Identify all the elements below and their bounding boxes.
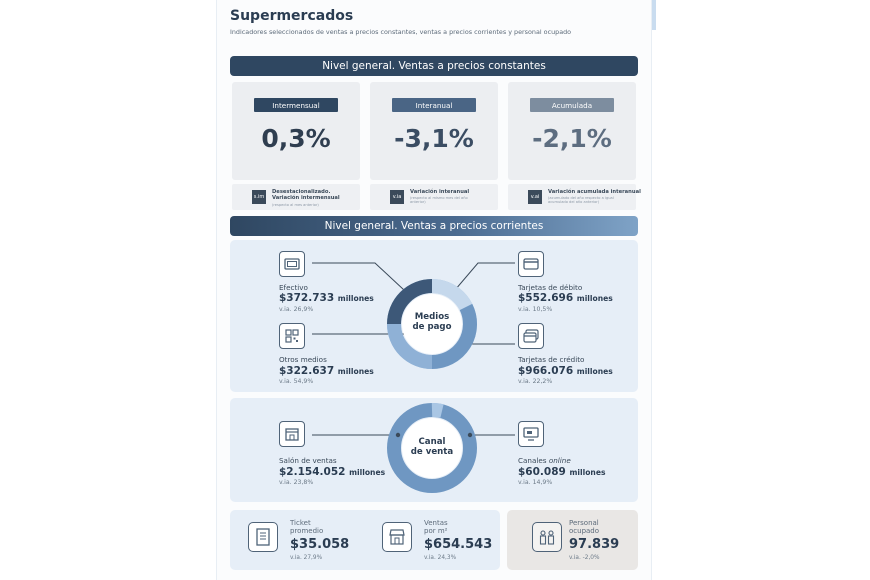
note-line1: Variación interanual — [410, 189, 470, 195]
page-title: Supermercados — [230, 8, 354, 24]
kpi-badge: Intermensual — [254, 98, 338, 112]
staff-people-icon — [532, 522, 562, 552]
ventas-m2-value: $654.543 — [424, 537, 493, 552]
store-icon — [279, 421, 305, 447]
note-line1: Variación acumulada interanual — [548, 189, 641, 195]
kpi-value: -3,1% — [394, 124, 474, 153]
canal-donut — [387, 402, 477, 493]
page-accent — [652, 0, 656, 30]
kpi-card-intermensual: Intermensual 0,3% — [232, 82, 360, 180]
receipt-icon — [248, 522, 278, 552]
cash-icon — [279, 251, 305, 277]
connector-lines — [312, 262, 515, 436]
note-small: (respecto al mes anterior) — [272, 203, 319, 207]
ticket-value: $35.058 — [290, 537, 350, 552]
salon-ventas-amount: $2.154.052 millones — [279, 466, 386, 478]
tarjetas-debito-via: v.ia. 10,5% — [518, 306, 553, 313]
kpi-note-intermensual: s.im Desestacionalizado. Variación inter… — [232, 184, 360, 210]
online-screen-icon — [518, 421, 544, 447]
page-subtitle: Indicadores seleccionados de ventas a pr… — [230, 28, 572, 36]
ventas-m2-label: Ventas por m² — [424, 519, 448, 536]
salon-ventas-via: v.ia. 23,8% — [279, 479, 314, 486]
canales-online-label: Canales online — [518, 456, 571, 465]
kpi-note-interanual: v.ia Variación interanual (respecto al m… — [370, 184, 498, 210]
otros-medios-label: Otros medios — [279, 355, 327, 364]
efectivo-label: Efectivo — [279, 283, 308, 292]
qr-code-icon — [279, 323, 305, 349]
ventas-m2-via: v.ia. 24,3% — [424, 555, 457, 561]
note-line1: Desestacionalizado. — [272, 189, 331, 195]
personal-card — [507, 510, 638, 570]
section-banner-constant-prices: Nivel general. Ventas a precios constant… — [230, 56, 638, 76]
kpi-value: 0,3% — [261, 124, 331, 153]
personal-value: 97.839 — [569, 537, 620, 552]
kpi-badge: Acumulada — [530, 98, 614, 112]
ticket-via: v.ia. 27,9% — [290, 555, 323, 561]
note-small: (respecto al mismo mes del año anterior) — [410, 196, 468, 205]
tarjetas-credito-label: Tarjetas de crédito — [518, 355, 585, 364]
note-line2: Variación intermensual — [272, 195, 340, 201]
kpi-badge: Interanual — [392, 98, 476, 112]
note-code-icon: v.ai — [528, 190, 542, 204]
note-code-icon: s.im — [252, 190, 266, 204]
shop-front-icon — [382, 522, 412, 552]
salon-ventas-label: Salón de ventas — [279, 456, 337, 465]
kpi-card-acumulada: Acumulada -2,1% — [508, 82, 636, 180]
efectivo-amount: $372.733 millones — [279, 292, 374, 304]
canales-online-amount: $60.089 millones — [518, 466, 606, 478]
note-small: (acumulado del año respecto a igual acum… — [548, 196, 614, 205]
canal-donut-label: Canal de venta — [410, 437, 454, 458]
otros-medios-amount: $322.637 millones — [279, 365, 374, 377]
personal-label: Personal ocupado — [569, 519, 600, 536]
ticket-label: Ticket promedio — [290, 519, 324, 536]
kpi-value: -2,1% — [532, 124, 612, 153]
kpi-card-interanual: Interanual -3,1% — [370, 82, 498, 180]
debit-card-icon — [518, 251, 544, 277]
canales-online-via: v.ia. 14,9% — [518, 479, 553, 486]
otros-medios-via: v.ia. 54,9% — [279, 378, 314, 385]
credit-card-icon — [518, 323, 544, 349]
kpi-note-acumulada: v.ai Variación acumulada interanual (acu… — [508, 184, 641, 210]
personal-via: v.ia. -2,0% — [569, 555, 600, 561]
section-banner-current-prices: Nivel general. Ventas a precios corrient… — [230, 216, 638, 236]
medios-donut-label: Medios de pago — [412, 312, 452, 333]
tarjetas-credito-via: v.ia. 22,2% — [518, 378, 553, 385]
note-code-icon: v.ia — [390, 190, 404, 204]
tarjetas-debito-amount: $552.696 millones — [518, 292, 613, 304]
tarjetas-credito-amount: $966.076 millones — [518, 365, 613, 377]
efectivo-via: v.ia. 26,9% — [279, 306, 314, 313]
tarjetas-debito-label: Tarjetas de débito — [518, 283, 583, 292]
medios-donut — [387, 279, 477, 369]
